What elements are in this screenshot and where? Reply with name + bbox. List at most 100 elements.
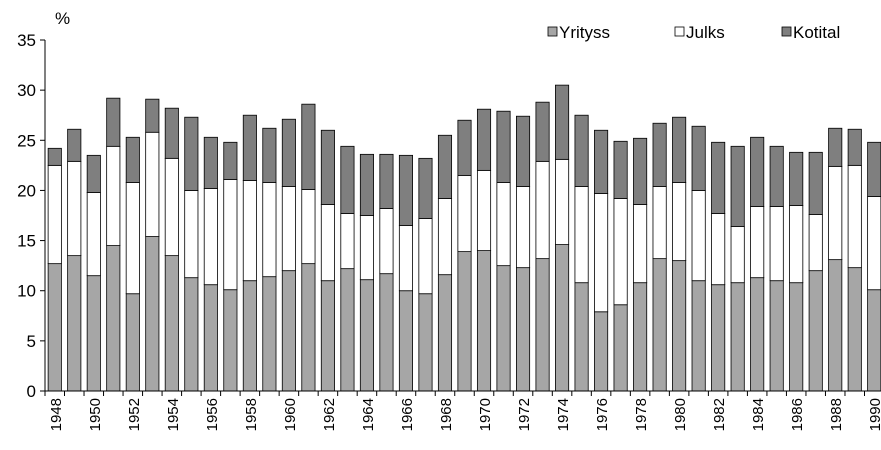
bar-segment-kotital-1964 (359, 153, 374, 216)
bar-segment-julks-1969 (457, 174, 472, 253)
x-tick-label: 1978 (633, 398, 650, 431)
bar-segment-yrityss-1953 (145, 236, 160, 392)
x-tick-label: 1956 (204, 398, 221, 431)
y-axis-ticks (40, 39, 45, 392)
bar-segment-julks-1972 (516, 186, 531, 269)
bar-segment-julks-1957 (223, 178, 238, 291)
y-tick-label: 20 (17, 181, 36, 200)
bar-segment-kotital-1968 (437, 134, 453, 199)
bar-segment-kotital-1948 (47, 147, 62, 166)
x-tick-label: 1982 (711, 398, 728, 431)
bar-segment-kotital-1976 (594, 129, 609, 194)
bar-segment-kotital-1975 (574, 114, 589, 187)
y-tick-label: 0 (27, 382, 36, 401)
bar-segment-yrityss-1962 (320, 280, 335, 392)
x-tick-label: 1968 (438, 398, 455, 431)
bar-segment-yrityss-1978 (633, 282, 648, 392)
bar-segment-yrityss-1951 (106, 245, 121, 392)
bar-segment-yrityss-1973 (535, 258, 550, 392)
bar-segment-yrityss-1970 (476, 250, 492, 392)
bar-segment-julks-1967 (418, 218, 433, 295)
x-tick-label: 1948 (48, 398, 65, 431)
x-tick-label: 1960 (282, 398, 299, 431)
bar-segment-yrityss-1965 (379, 273, 394, 392)
bar-segment-julks-1978 (633, 204, 648, 284)
x-tick-label: 1986 (789, 398, 806, 431)
y-axis-tick-labels: 0 5 10 15 20 25 30 35 (17, 31, 36, 401)
bar-segment-julks-1963 (340, 213, 355, 270)
bar-segment-julks-1986 (789, 205, 804, 284)
bar-segment-julks-1989 (847, 164, 862, 269)
bar-segment-yrityss-1948 (47, 263, 62, 392)
bar-segment-julks-1982 (711, 213, 726, 286)
bar-segment-kotital-1974 (555, 84, 570, 160)
bar-segment-yrityss-1980 (672, 260, 687, 392)
x-tick-label: 1980 (672, 398, 689, 431)
bar-segment-julks-1987 (808, 214, 823, 272)
x-tick-label: 1950 (87, 398, 104, 431)
bar-segment-julks-1988 (828, 165, 843, 261)
y-tick-label: 25 (17, 131, 36, 150)
bar-segment-kotital-1970 (476, 108, 492, 171)
bar-segment-julks-1971 (496, 182, 511, 267)
bar-segment-yrityss-1974 (555, 244, 570, 392)
bar-segment-kotital-1956 (203, 136, 218, 189)
bar-segment-yrityss-1975 (574, 282, 589, 392)
bar-segment-julks-1955 (184, 190, 199, 279)
bar-segment-julks-1975 (574, 186, 589, 284)
bar-segment-yrityss-1977 (613, 304, 628, 392)
x-tick-label: 1966 (399, 398, 416, 431)
y-tick-label: 35 (17, 31, 36, 50)
bar-segment-kotital-1990 (867, 141, 881, 197)
y-tick-label: 15 (17, 232, 36, 251)
bar-segment-kotital-1987 (808, 151, 823, 215)
bar-segment-yrityss-1988 (828, 259, 843, 392)
bar-segment-kotital-1978 (633, 137, 648, 205)
bar-segment-kotital-1954 (164, 107, 179, 159)
bar-segment-yrityss-1989 (847, 267, 862, 392)
bar-stacks (47, 84, 881, 392)
bar-segment-yrityss-1981 (691, 280, 706, 392)
bar-segment-yrityss-1983 (730, 282, 745, 392)
bar-segment-kotital-1988 (828, 127, 843, 167)
x-tick-label: 1972 (516, 398, 533, 431)
bar-segment-kotital-1961 (301, 103, 316, 190)
bar-segment-yrityss-1966 (398, 290, 413, 392)
bar-segment-yrityss-1967 (418, 293, 433, 392)
y-axis-unit-label: % (55, 9, 70, 28)
bar-segment-yrityss-1976 (594, 311, 609, 392)
bar-segment-julks-1977 (613, 198, 628, 306)
bar-segment-kotital-1959 (262, 127, 277, 183)
bar-segment-julks-1948 (47, 164, 62, 265)
bar-segment-kotital-1989 (847, 128, 862, 166)
x-tick-label: 1964 (360, 398, 377, 431)
bar-segment-julks-1979 (652, 186, 667, 260)
bar-segment-julks-1962 (320, 204, 335, 282)
bar-segment-yrityss-1954 (164, 255, 179, 392)
x-axis-ticks (44, 391, 865, 396)
bar-segment-yrityss-1969 (457, 251, 472, 392)
bar-segment-julks-1951 (106, 145, 121, 246)
bar-segment-kotital-1986 (789, 151, 804, 206)
legend-label-julks: Julks (686, 23, 725, 42)
bar-segment-yrityss-1982 (711, 284, 726, 392)
bar-segment-kotital-1969 (457, 119, 472, 176)
bar-segment-kotital-1973 (535, 101, 550, 162)
bar-segment-yrityss-1949 (67, 255, 82, 392)
bar-segment-kotital-1966 (398, 154, 413, 226)
bar-segment-julks-1950 (86, 192, 101, 277)
bar-segment-julks-1983 (730, 226, 745, 284)
x-tick-label: 1962 (321, 398, 338, 431)
bar-segment-yrityss-1963 (340, 268, 355, 392)
bar-segment-julks-1973 (535, 160, 550, 260)
bar-segment-kotital-1949 (67, 128, 82, 162)
x-tick-label: 1952 (126, 398, 143, 431)
bar-segment-kotital-1984 (750, 136, 765, 207)
x-tick-label: 1954 (165, 398, 182, 431)
bar-segment-yrityss-1957 (223, 289, 238, 392)
bar-segment-julks-1949 (67, 160, 82, 257)
bar-segment-julks-1958 (242, 179, 257, 282)
x-tick-label: 1984 (750, 398, 767, 431)
bar-segment-julks-1961 (301, 189, 316, 265)
bar-segment-julks-1964 (359, 215, 374, 281)
